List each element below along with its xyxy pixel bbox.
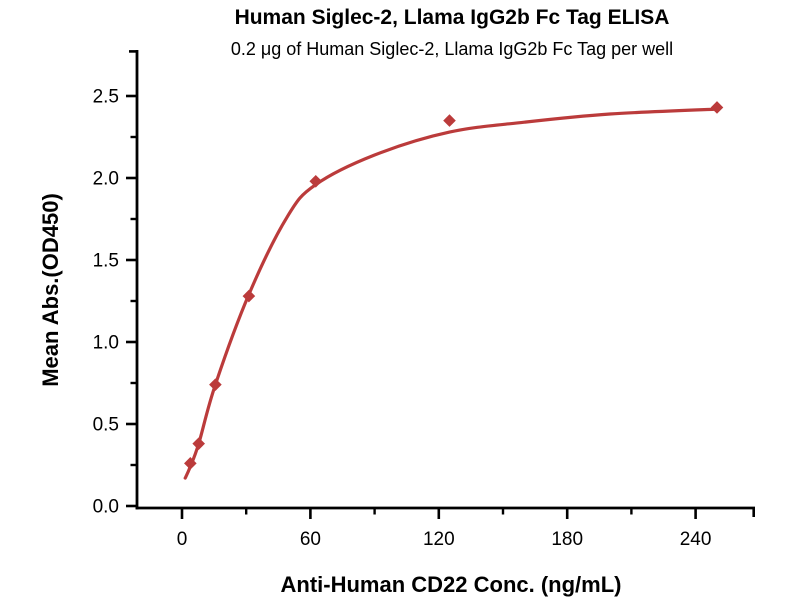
- y-tick-label: 0.5: [93, 415, 119, 436]
- x-axis-title: Anti-Human CD22 Conc. (ng/mL): [281, 572, 622, 597]
- y-tick-label: 2.5: [93, 87, 119, 108]
- axes-layer: 0 60 120 180 240 0.0 0.5 1.0 1.5 2.0 2.5: [93, 50, 756, 550]
- data-point-marker: [242, 289, 256, 303]
- x-tick-label: 120: [423, 529, 455, 550]
- chart-subtitle: 0.2 μg of Human Siglec-2, Llama IgG2b Fc…: [231, 39, 673, 59]
- y-tick-label: 1.5: [93, 251, 119, 272]
- y-tick-label: 1.0: [93, 333, 119, 354]
- data-point-marker: [309, 174, 323, 188]
- data-point-marker: [443, 114, 456, 127]
- chart-title: Human Siglec-2, Llama IgG2b Fc Tag ELISA: [235, 6, 670, 29]
- data-point-marker: [184, 457, 197, 470]
- data-point-marker: [710, 101, 724, 114]
- y-tick-label: 2.0: [93, 169, 119, 190]
- x-tick-label: 60: [300, 529, 321, 550]
- y-axis-title: Mean Abs.(OD450): [38, 193, 63, 387]
- x-tick-label: 0: [177, 529, 188, 550]
- x-tick-label: 180: [551, 529, 583, 550]
- y-tick-label: 0.0: [93, 497, 119, 518]
- data-point-marker: [209, 378, 222, 391]
- series-layer: [183, 101, 724, 480]
- data-point-marker: [192, 437, 205, 450]
- fit-curve: [183, 107, 719, 480]
- x-tick-label: 240: [680, 529, 712, 550]
